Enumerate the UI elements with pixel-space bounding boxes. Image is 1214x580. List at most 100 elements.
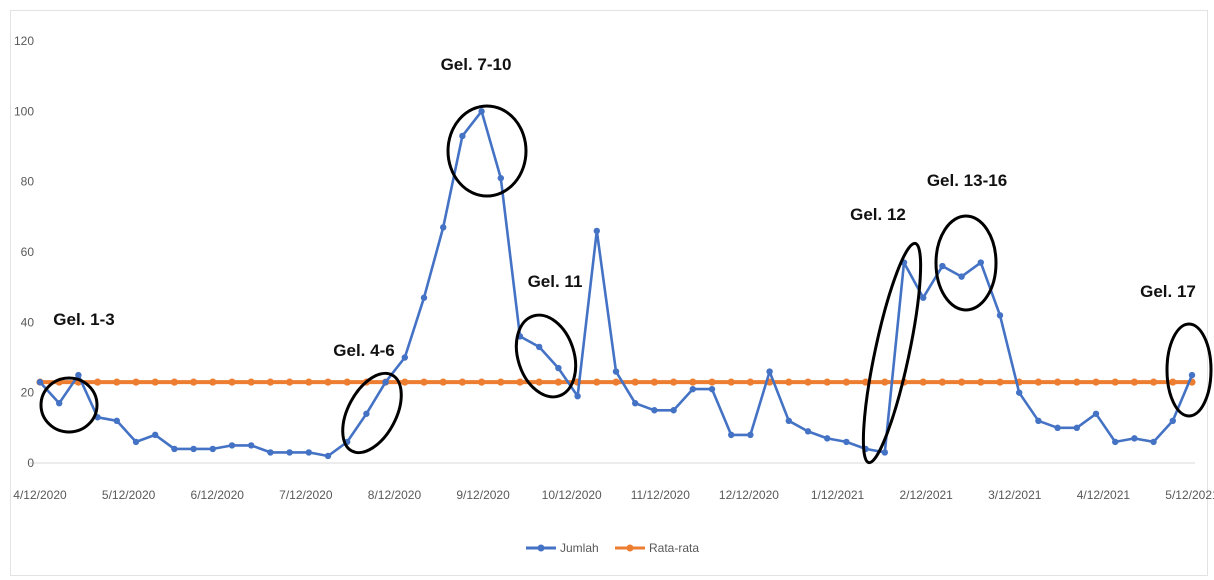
series-rata-rata <box>36 379 1195 386</box>
rata-rata-point <box>612 379 619 386</box>
x-tick-label: 5/12/2020 <box>102 488 156 502</box>
rata-rata-point <box>939 379 946 386</box>
jumlah-point <box>171 446 177 452</box>
annotation-label: Gel. 4-6 <box>333 341 394 360</box>
jumlah-point <box>229 442 235 448</box>
x-tick-label: 8/12/2020 <box>368 488 422 502</box>
jumlah-point <box>805 428 811 434</box>
jumlah-point <box>555 365 561 371</box>
jumlah-point <box>1189 372 1195 378</box>
legend-label[interactable]: Jumlah <box>560 541 599 555</box>
annotation-label: Gel. 7-10 <box>441 55 512 74</box>
legend-swatch-marker <box>538 545 545 552</box>
y-tick-label: 0 <box>27 456 34 470</box>
jumlah-point <box>747 432 753 438</box>
annotations: Gel. 1-3Gel. 4-6Gel. 7-10Gel. 11Gel. 12G… <box>41 55 1211 466</box>
x-tick-label: 12/12/2020 <box>719 488 779 502</box>
rata-rata-point <box>94 379 101 386</box>
rata-rata-point <box>152 379 159 386</box>
rata-rata-point <box>804 379 811 386</box>
jumlah-point <box>651 407 657 413</box>
jumlah-point <box>190 446 196 452</box>
jumlah-point <box>978 259 984 265</box>
jumlah-point <box>882 449 888 455</box>
rata-rata-point <box>1150 379 1157 386</box>
rata-rata-point <box>228 379 235 386</box>
rata-rata-point <box>324 379 331 386</box>
x-tick-label: 10/12/2020 <box>542 488 602 502</box>
rata-rata-point <box>958 379 965 386</box>
jumlah-point <box>440 224 446 230</box>
rata-rata-point <box>401 379 408 386</box>
rata-rata-point <box>920 379 927 386</box>
jumlah-point <box>325 453 331 459</box>
rata-rata-point <box>497 379 504 386</box>
rata-rata-point <box>516 379 523 386</box>
jumlah-point <box>363 411 369 417</box>
rata-rata-point <box>996 379 1003 386</box>
jumlah-point <box>1112 439 1118 445</box>
y-tick-label: 40 <box>21 315 35 329</box>
jumlah-point <box>382 379 388 385</box>
annotation-circle <box>936 216 996 310</box>
jumlah-point <box>248 442 254 448</box>
jumlah-point <box>728 432 734 438</box>
jumlah-point <box>786 418 792 424</box>
legend[interactable]: Jumlah Rata-rata <box>526 541 699 555</box>
y-tick-label: 80 <box>21 175 35 189</box>
jumlah-point <box>1054 425 1060 431</box>
x-tick-label: 2/12/2021 <box>899 488 953 502</box>
rata-rata-point <box>132 379 139 386</box>
x-axis-ticks: 4/12/2020 5/12/2020 6/12/2020 7/12/2020 8/12… <box>13 488 1214 502</box>
jumlah-point <box>920 295 926 301</box>
rata-rata-point <box>1092 379 1099 386</box>
series-jumlah <box>37 108 1195 459</box>
jumlah-point <box>594 228 600 234</box>
y-tick-label: 120 <box>14 34 34 48</box>
jumlah-point <box>1035 418 1041 424</box>
rata-rata-point <box>171 379 178 386</box>
jumlah-point <box>574 393 580 399</box>
rata-rata-point <box>632 379 639 386</box>
jumlah-point <box>1016 389 1022 395</box>
y-tick-label: 20 <box>21 386 35 400</box>
x-tick-label: 11/12/2020 <box>631 488 690 502</box>
jumlah-point <box>670 407 676 413</box>
rata-rata-point <box>344 379 351 386</box>
jumlah-point <box>478 108 484 114</box>
jumlah-point <box>498 175 504 181</box>
jumlah-point <box>210 446 216 452</box>
rata-rata-point <box>420 379 427 386</box>
rata-rata-point <box>113 379 120 386</box>
jumlah-point <box>1074 425 1080 431</box>
jumlah-point <box>459 133 465 139</box>
annotation-label: Gel. 11 <box>528 272 583 291</box>
y-axis-ticks: 0 20 40 60 80 100 120 <box>14 34 34 470</box>
rata-rata-point <box>1054 379 1061 386</box>
x-tick-label: 5/12/2021 <box>1165 488 1214 502</box>
rata-rata-point <box>670 379 677 386</box>
x-tick-label: 4/12/2021 <box>1077 488 1131 502</box>
rata-rata-point <box>555 379 562 386</box>
jumlah-point <box>632 400 638 406</box>
rata-rata-point <box>1112 379 1119 386</box>
rata-rata-point <box>248 379 255 386</box>
jumlah-point <box>766 368 772 374</box>
x-tick-label: 1/12/2021 <box>811 488 865 502</box>
rata-rata-point <box>881 379 888 386</box>
jumlah-point <box>843 439 849 445</box>
jumlah-point <box>958 273 964 279</box>
jumlah-point <box>56 400 62 406</box>
annotation-circle <box>41 378 97 432</box>
jumlah-point <box>1131 435 1137 441</box>
jumlah-point <box>37 379 43 385</box>
legend-label[interactable]: Rata-rata <box>649 541 699 555</box>
y-tick-label: 60 <box>21 245 35 259</box>
jumlah-point <box>421 295 427 301</box>
rata-rata-point <box>536 379 543 386</box>
rata-rata-point <box>843 379 850 386</box>
rata-rata-point <box>478 379 485 386</box>
rata-rata-point <box>209 379 216 386</box>
jumlah-point <box>613 368 619 374</box>
